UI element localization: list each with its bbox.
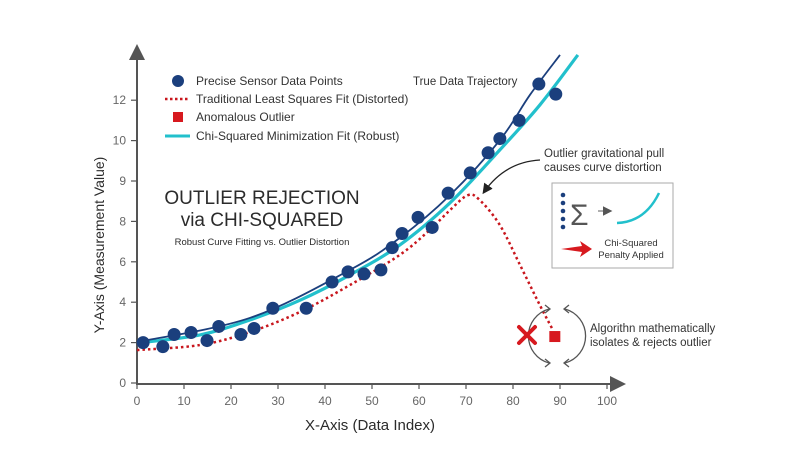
x-tick-label: 80 xyxy=(506,394,520,408)
chart-title: OUTLIER REJECTION xyxy=(164,188,359,209)
y-tick-label: 6 xyxy=(119,255,126,269)
penalty-box: Σ Chi-Squared Penalty Applied xyxy=(551,182,674,269)
data-point xyxy=(136,336,150,350)
data-point xyxy=(212,319,226,333)
true-trajectory-line xyxy=(136,54,561,343)
reject-x-icon xyxy=(517,325,537,345)
data-point xyxy=(395,227,409,241)
x-tick-label: 50 xyxy=(365,394,379,408)
x-tick-label: 20 xyxy=(224,394,238,408)
data-point xyxy=(512,113,526,127)
data-point xyxy=(481,146,495,160)
data-point xyxy=(425,220,439,234)
data-point xyxy=(156,340,170,354)
data-point xyxy=(299,301,313,315)
data-point xyxy=(234,328,248,342)
pull-annotation-line1: Outlier gravitational pull xyxy=(544,148,664,160)
y-tick-label: 2 xyxy=(119,336,126,350)
legend-label-robust: Chi-Squared Minimization Fit (Robust) xyxy=(196,129,399,143)
y-axis-label: Y-Axis (Measurement Value) xyxy=(91,157,107,334)
legend-label-points: Precise Sensor Data Points xyxy=(196,74,343,88)
data-point xyxy=(247,321,261,335)
y-tick-label: 8 xyxy=(119,214,126,228)
chart-title-line2: via CHI-SQUARED xyxy=(181,210,344,231)
sigma-icon: Σ xyxy=(570,199,589,232)
y-tick-label: 4 xyxy=(119,295,126,309)
legend-marker-points xyxy=(172,75,184,87)
data-point xyxy=(341,265,355,279)
x-tick-label: 90 xyxy=(553,394,567,408)
data-point xyxy=(411,210,425,224)
x-axis-label: X-Axis (Data Index) xyxy=(305,417,435,434)
x-tick-label: 30 xyxy=(271,394,285,408)
data-dots-icon xyxy=(560,192,566,230)
data-point xyxy=(463,166,477,180)
chart-subtitle: Robust Curve Fitting vs. Outlier Distort… xyxy=(175,237,350,248)
legend-label-distorted: Traditional Least Squares Fit (Distorted… xyxy=(196,92,408,106)
x-tick-label: 60 xyxy=(412,394,426,408)
legend: Precise Sensor Data Points Traditional L… xyxy=(165,74,408,143)
pull-arrow-icon xyxy=(482,159,541,195)
y-tick-label: 0 xyxy=(119,376,126,390)
legend-label-outlier: Anomalous Outlier xyxy=(196,110,295,124)
outlier-point xyxy=(549,331,561,343)
pull-annotation-line2: causes curve distortion xyxy=(544,162,662,174)
data-point xyxy=(385,241,399,255)
data-point xyxy=(374,263,388,277)
penalty-label-line1: Chi-Squared xyxy=(604,238,657,249)
data-point xyxy=(357,267,371,281)
data-point xyxy=(200,334,214,348)
reject-annotation-line2: isolates & rejects outlier xyxy=(590,337,712,349)
data-point xyxy=(549,87,563,101)
x-tick-label: 40 xyxy=(318,394,332,408)
data-point xyxy=(325,275,339,289)
true-trajectory-label: True Data Trajectory xyxy=(413,76,518,88)
x-tick-label: 100 xyxy=(597,394,617,408)
y-tick-label: 10 xyxy=(113,134,127,148)
x-tick-label: 0 xyxy=(134,394,141,408)
x-tick-label: 70 xyxy=(459,394,473,408)
data-point xyxy=(441,186,455,200)
y-tick-label: 9 xyxy=(119,174,126,188)
x-tick-label: 10 xyxy=(177,394,191,408)
data-point xyxy=(184,326,198,339)
data-point xyxy=(167,328,181,342)
penalty-label-line2: Penalty Applied xyxy=(598,250,664,261)
reject-annotation-line1: Algorithn mathematically xyxy=(590,323,716,335)
data-point xyxy=(532,77,546,91)
data-point xyxy=(266,301,280,315)
red-arrow-icon xyxy=(561,241,592,257)
chi-squared-fit-line xyxy=(136,53,580,345)
data-point xyxy=(493,132,507,146)
y-tick-label: 12 xyxy=(113,93,127,107)
fit-curve-icon xyxy=(616,192,661,225)
legend-marker-outlier xyxy=(173,112,183,122)
